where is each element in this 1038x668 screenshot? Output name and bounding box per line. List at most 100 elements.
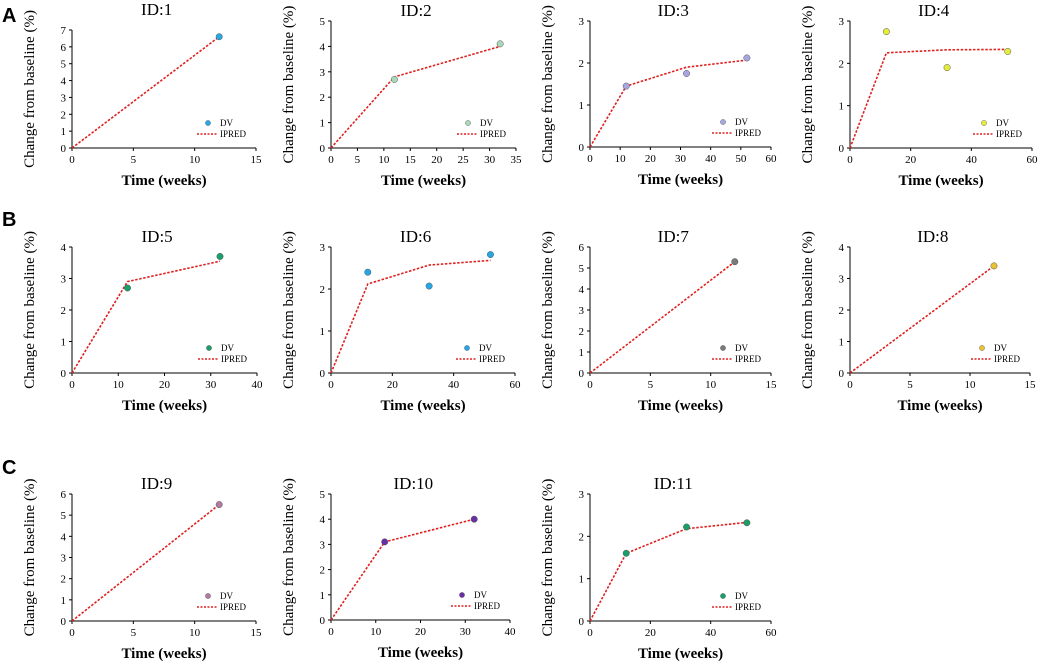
x-axis-label: Time (weeks) [378, 645, 463, 661]
x-tick-label: 30 [484, 154, 496, 166]
y-tick-label: 3 [579, 305, 585, 317]
legend-ipred-label: IPRED [220, 129, 247, 139]
legend-dv-label: DV [220, 591, 233, 601]
dv-point [390, 75, 398, 83]
y-tick-label: 1 [320, 590, 326, 602]
dv-point [487, 251, 494, 259]
y-tick-label: 3 [61, 553, 67, 565]
dv-point [215, 33, 223, 41]
y-axis-label: Change from baseline (%) [281, 6, 297, 164]
dv-point [990, 262, 998, 270]
legend-dv-marker [981, 120, 987, 126]
y-axis-label: Change from baseline (%) [22, 231, 38, 389]
x-axis-label: Time (weeks) [121, 173, 206, 189]
ipred-line [330, 259, 491, 374]
legend-dv-marker [206, 345, 212, 351]
ipred-line [330, 45, 501, 149]
y-tick-label: 1 [61, 126, 67, 138]
y-tick-label: 1 [839, 337, 845, 349]
y-tick-label: 2 [579, 58, 585, 70]
x-tick-label: 0 [69, 627, 75, 639]
y-axis-label: Change from baseline (%) [800, 231, 816, 389]
x-tick-label: 40 [448, 379, 460, 391]
y-tick-label: 5 [61, 59, 67, 71]
x-tick-label: 20 [159, 379, 171, 391]
x-tick-label: 10 [965, 379, 977, 391]
x-axis-label: Time (weeks) [638, 646, 723, 662]
chart-2: 0 1 2 3 4 5 0 5 10 15 20 25 30 35 ID:2 Time (weeks) Chan… [281, 1, 522, 189]
x-tick-label: 10 [113, 379, 125, 391]
x-tick-label: 25 [458, 154, 470, 166]
y-tick-label: 2 [61, 574, 67, 586]
y-tick-label: 0 [579, 368, 585, 380]
legend-dv-marker [720, 119, 726, 125]
ipred-line [330, 518, 475, 621]
legend-ipred-label: IPRED [996, 129, 1023, 139]
y-tick-label: 5 [320, 489, 326, 501]
chart-7: 0 1 2 3 4 5 6 0 5 10 15 ID:7 Time (weeks) Change from… [540, 227, 777, 414]
y-tick-label: 5 [61, 510, 67, 522]
y-tick-label: 3 [839, 274, 845, 286]
legend-ipred-label: IPRED [221, 354, 248, 364]
x-tick-label: 50 [735, 153, 747, 165]
legend-dv-marker [205, 120, 211, 126]
x-axis-label: Time (weeks) [897, 398, 982, 414]
x-tick-label: 20 [905, 154, 917, 166]
y-tick-label: 3 [320, 242, 326, 254]
chart-title: ID:4 [918, 1, 950, 20]
x-tick-label: 10 [189, 154, 201, 166]
legend-dv-label: DV [220, 118, 233, 128]
y-tick-label: 2 [320, 565, 326, 577]
x-tick-label: 15 [766, 379, 778, 391]
x-tick-label: 0 [847, 379, 853, 391]
legend-dv-label: DV [474, 590, 487, 600]
legend-ipred-label: IPRED [994, 354, 1021, 364]
y-tick-label: 0 [839, 143, 845, 155]
chart-11: 0 1 2 3 0 20 40 60 ID:11 Time (weeks) Change from … [540, 474, 777, 662]
y-tick-label: 4 [839, 242, 845, 254]
legend-dv-marker [720, 345, 726, 351]
dv-point [215, 501, 223, 509]
x-tick-label: 15 [1025, 379, 1037, 391]
x-tick-label: 40 [966, 154, 978, 166]
x-tick-label: 20 [415, 626, 427, 638]
x-axis-label: Time (weeks) [898, 173, 983, 189]
x-tick-label: 20 [387, 379, 399, 391]
ipred-line [589, 521, 747, 622]
y-tick-label: 3 [839, 16, 845, 28]
dv-point [622, 82, 630, 90]
x-tick-label: 30 [460, 626, 472, 638]
y-tick-label: 4 [320, 41, 326, 53]
legend-dv-label: DV [994, 343, 1007, 353]
legend-dv-label: DV [735, 591, 748, 601]
dv-point [425, 282, 433, 290]
chart-title: ID:3 [658, 1, 689, 20]
x-tick-label: 20 [645, 153, 657, 165]
legend-dv-label: DV [480, 118, 493, 128]
x-tick-label: 40 [252, 379, 264, 391]
ipred-line [849, 265, 995, 374]
y-tick-label: 3 [579, 16, 585, 28]
chart-title: ID:9 [141, 474, 172, 493]
chart-title: ID:6 [400, 227, 431, 246]
chart-title: ID:7 [658, 227, 690, 246]
legend-ipred-label: IPRED [735, 128, 762, 138]
x-tick-label: 0 [587, 627, 593, 639]
y-tick-label: 4 [320, 514, 326, 526]
y-tick-label: 2 [579, 326, 585, 338]
ipred-line [71, 503, 220, 622]
x-tick-label: 30 [675, 153, 687, 165]
ipred-line [589, 59, 747, 148]
dv-point [731, 258, 739, 266]
y-tick-label: 0 [61, 368, 67, 380]
x-tick-label: 5 [907, 379, 913, 391]
chart-1: 0 1 2 3 4 5 6 7 0 5 10 15 ID:1 Time (weeks) Change fro… [22, 0, 262, 189]
x-tick-label: 40 [505, 626, 517, 638]
y-tick-label: 5 [320, 16, 326, 28]
y-tick-label: 4 [61, 242, 67, 254]
x-axis-label: Time (weeks) [638, 172, 723, 188]
y-tick-label: 1 [579, 574, 585, 586]
legend-dv-label: DV [221, 343, 234, 353]
x-tick-label: 5 [131, 627, 137, 639]
